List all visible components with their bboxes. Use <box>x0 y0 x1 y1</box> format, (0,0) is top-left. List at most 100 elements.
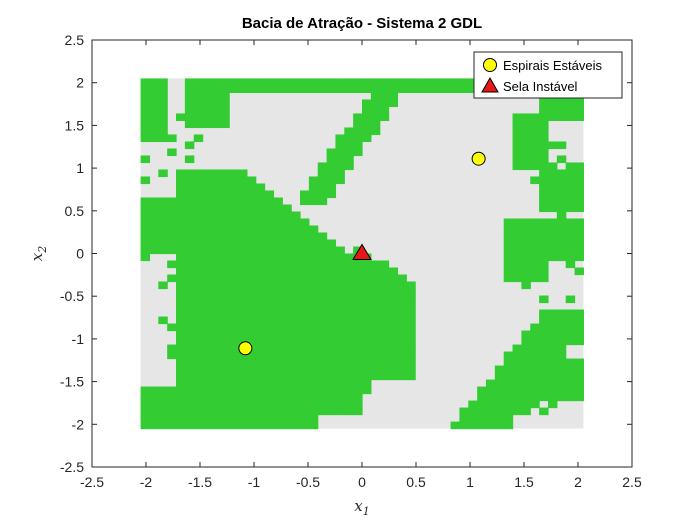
basin-cell <box>140 407 151 416</box>
basin-cell <box>530 176 540 185</box>
basin-cell <box>574 239 584 248</box>
basin-cell <box>512 253 523 262</box>
basin-cell <box>335 372 345 381</box>
basin-cell <box>388 288 399 297</box>
basin-cell <box>317 302 328 311</box>
basin-cell <box>300 225 310 234</box>
basin-cell <box>565 253 576 262</box>
basin-cell <box>255 372 266 381</box>
basin-cell <box>264 421 275 430</box>
basin-cell <box>273 309 283 318</box>
basin-cell <box>229 372 239 381</box>
basin-cell <box>255 253 266 262</box>
basin-cell <box>264 351 275 360</box>
basin-cell <box>255 78 266 87</box>
basin-cell <box>547 358 558 367</box>
basin-cell <box>326 253 337 262</box>
basin-cell <box>246 400 257 409</box>
basin-cell <box>326 176 337 185</box>
basin-cell <box>291 344 301 353</box>
basin-cell <box>317 316 328 325</box>
y-tick-label: 0.5 <box>65 203 85 219</box>
basin-cell <box>246 358 257 367</box>
basin-cell <box>353 358 363 367</box>
basin-cell <box>539 99 549 108</box>
basin-cell <box>273 379 283 388</box>
basin-cell <box>326 372 337 381</box>
basin-cell <box>246 393 257 402</box>
basin-cell <box>308 379 319 388</box>
basin-cell <box>158 197 168 206</box>
basin-cell <box>530 358 540 367</box>
basin-cell <box>255 309 266 318</box>
basin-cell <box>326 85 337 94</box>
basin-cell <box>308 316 319 325</box>
basin-cell <box>229 211 239 220</box>
y-tick-label: 1 <box>76 160 84 176</box>
basin-cell <box>547 169 558 178</box>
basin-cell <box>291 232 301 241</box>
basin-cell <box>317 260 328 269</box>
basin-cell <box>255 288 266 297</box>
basin-cell <box>300 239 310 248</box>
basin-cell <box>176 211 186 220</box>
basin-cell <box>556 337 567 346</box>
basin-cell <box>308 253 319 262</box>
basin-cell <box>521 344 531 353</box>
basin-cell <box>344 351 354 360</box>
basin-cell <box>300 295 310 304</box>
basin-cell <box>547 162 558 171</box>
basin-cell <box>308 197 319 206</box>
basin-cell <box>565 260 576 269</box>
basin-cell <box>547 113 558 122</box>
basin-cell <box>547 330 558 339</box>
basin-cell <box>539 386 549 395</box>
basin-cell <box>184 302 195 311</box>
basin-cell <box>574 337 584 346</box>
basin-cell <box>193 204 204 213</box>
basin-cell <box>282 253 292 262</box>
basin-cell <box>521 386 531 395</box>
basin-cell <box>291 365 301 374</box>
basin-cell <box>317 323 328 332</box>
basin-cell <box>264 260 275 269</box>
basin-cell <box>167 393 177 402</box>
basin-cell <box>530 400 540 409</box>
basin-cell <box>326 351 337 360</box>
basin-cell <box>512 127 523 136</box>
basin-cell <box>353 148 363 157</box>
basin-cell <box>485 400 496 409</box>
basin-cell <box>238 421 248 430</box>
basin-cell <box>539 197 549 206</box>
basin-cell <box>273 246 283 255</box>
basin-cell <box>140 386 151 395</box>
basin-cell <box>539 169 549 178</box>
basin-cell <box>344 337 354 346</box>
basin-cell <box>441 78 452 87</box>
basin-cell <box>512 246 523 255</box>
basin-cell <box>264 197 275 206</box>
basin-cell <box>556 225 567 234</box>
basin-cell <box>291 78 301 87</box>
basin-cell <box>565 239 576 248</box>
basin-cell <box>308 274 319 283</box>
basin-cell <box>158 246 168 255</box>
basin-cell <box>282 211 292 220</box>
basin-cell <box>140 127 151 136</box>
basin-cell <box>353 85 363 94</box>
basin-cell <box>512 400 523 409</box>
basin-cell <box>158 407 168 416</box>
basin-cell <box>255 274 266 283</box>
basin-cell <box>344 260 354 269</box>
basin-cell <box>494 407 505 416</box>
basin-cell <box>317 400 328 409</box>
basin-cell <box>370 337 381 346</box>
basin-cell <box>264 302 275 311</box>
basin-cell <box>238 407 248 416</box>
basin-cell <box>494 421 505 430</box>
basin-cell <box>246 225 257 234</box>
basin-cell <box>353 281 363 290</box>
basin-cell <box>344 148 354 157</box>
basin-cell <box>158 421 168 430</box>
